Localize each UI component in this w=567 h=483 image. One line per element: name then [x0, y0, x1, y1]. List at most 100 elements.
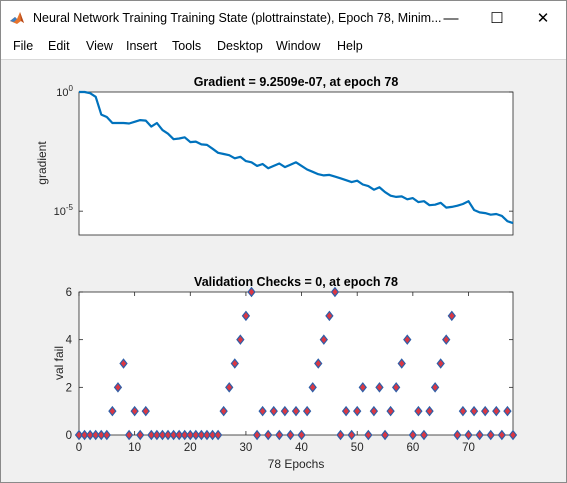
- validation-point: [264, 429, 273, 441]
- menu-edit[interactable]: Edit: [48, 39, 70, 53]
- validation-markers: [74, 286, 518, 441]
- validation-point: [492, 405, 501, 417]
- validation-point: [330, 286, 340, 298]
- menu-bar: File Edit View Insert Tools Desktop Wind…: [1, 35, 566, 87]
- validation-point: [275, 429, 284, 441]
- validation-point: [280, 405, 290, 417]
- validation-point: [508, 429, 518, 441]
- validation-point: [158, 429, 167, 441]
- menu-desktop[interactable]: Desktop: [217, 39, 263, 53]
- validation-point: [180, 429, 189, 441]
- validation-point: [74, 429, 84, 441]
- validation-point: [391, 382, 401, 393]
- gradient-ytick-label: 100: [56, 84, 73, 99]
- menu-insert[interactable]: Insert: [126, 39, 158, 53]
- validation-point: [469, 405, 479, 417]
- validation-point: [497, 429, 507, 441]
- validation-point: [286, 429, 295, 441]
- close-icon: ✕: [536, 10, 550, 27]
- menu-file[interactable]: File: [13, 39, 34, 53]
- matlab-logo-icon: [10, 12, 24, 24]
- validation-title: Validation Checks = 0, at epoch 78: [194, 275, 398, 289]
- minimize-icon: —: [443, 9, 459, 27]
- validation-point: [80, 429, 89, 441]
- validation-point: [408, 429, 418, 441]
- validation-point: [464, 429, 473, 441]
- minimize-button[interactable]: —: [428, 1, 474, 35]
- validation-xtick-label: 70: [462, 442, 475, 454]
- gradient-title: Gradient = 9.2509e-07, at epoch 78: [194, 75, 399, 89]
- validation-point: [353, 405, 362, 417]
- validation-xtick-label: 10: [128, 442, 141, 454]
- validation-point: [169, 429, 178, 441]
- validation-ytick-label: 4: [66, 335, 73, 347]
- validation-point: [375, 382, 384, 393]
- validation-point: [386, 405, 395, 417]
- validation-point: [219, 405, 228, 417]
- validation-point: [442, 334, 451, 345]
- validation-point: [147, 429, 156, 441]
- validation-point: [341, 405, 351, 417]
- validation-ytick-label: 2: [66, 382, 72, 394]
- window-title: Neural Network Training Training State (…: [33, 11, 442, 25]
- validation-point: [124, 429, 134, 441]
- validation-xtick-label: 20: [184, 442, 197, 454]
- validation-point: [486, 429, 495, 441]
- validation-point: [119, 358, 128, 369]
- menu-tools[interactable]: Tools: [172, 39, 202, 53]
- validation-point: [225, 382, 234, 393]
- validation-point: [197, 429, 206, 441]
- validation-point: [503, 405, 512, 417]
- menu-view[interactable]: View: [86, 39, 113, 53]
- validation-point: [447, 310, 456, 322]
- validation-point: [291, 405, 301, 417]
- validation-point: [430, 382, 440, 393]
- validation-point: [236, 334, 245, 345]
- validation-point: [85, 429, 95, 441]
- validation-point: [91, 429, 100, 441]
- validation-point: [230, 358, 239, 369]
- maximize-button[interactable]: ☐: [474, 1, 520, 35]
- validation-xtick-label: 50: [351, 442, 364, 454]
- validation-point: [252, 429, 262, 441]
- validation-point: [102, 429, 111, 441]
- validation-point: [325, 310, 334, 322]
- menu-help[interactable]: Help: [337, 39, 363, 53]
- validation-xtick-label: 60: [406, 442, 419, 454]
- validation-xtick-label: 40: [295, 442, 308, 454]
- validation-ytick-label: 0: [66, 430, 72, 442]
- validation-point: [213, 429, 223, 441]
- validation-xlabel: 78 Epochs: [268, 457, 325, 471]
- validation-point: [414, 405, 423, 417]
- validation-point: [314, 358, 323, 369]
- validation-point: [358, 382, 367, 393]
- validation-point: [258, 405, 267, 417]
- gradient-series-line: [79, 90, 514, 225]
- validation-point: [113, 382, 123, 393]
- validation-point: [347, 429, 356, 441]
- validation-point: [136, 429, 145, 441]
- validation-point: [425, 405, 434, 417]
- validation-point: [336, 429, 345, 441]
- validation-point: [241, 310, 251, 322]
- menu-window[interactable]: Window: [276, 39, 321, 53]
- validation-xtick-label: 0: [76, 442, 82, 454]
- gradient-axes: Gradient = 9.2509e-07, at epoch 78 gradi…: [35, 75, 514, 236]
- close-button[interactable]: ✕: [520, 1, 566, 35]
- validation-point: [97, 429, 106, 441]
- validation-point: [130, 405, 139, 417]
- validation-point: [163, 429, 173, 441]
- validation-point: [308, 382, 317, 393]
- validation-point: [403, 334, 412, 345]
- validation-point: [202, 429, 212, 441]
- validation-point: [269, 405, 278, 417]
- validation-point: [186, 429, 195, 441]
- validation-point: [108, 405, 117, 417]
- plots-svg: Gradient = 9.2509e-07, at epoch 78 gradi…: [35, 75, 518, 471]
- validation-ytick-label: 6: [66, 287, 72, 299]
- validation-point: [419, 429, 429, 441]
- validation-point: [436, 358, 445, 369]
- validation-point: [397, 358, 406, 369]
- validation-point: [458, 405, 468, 417]
